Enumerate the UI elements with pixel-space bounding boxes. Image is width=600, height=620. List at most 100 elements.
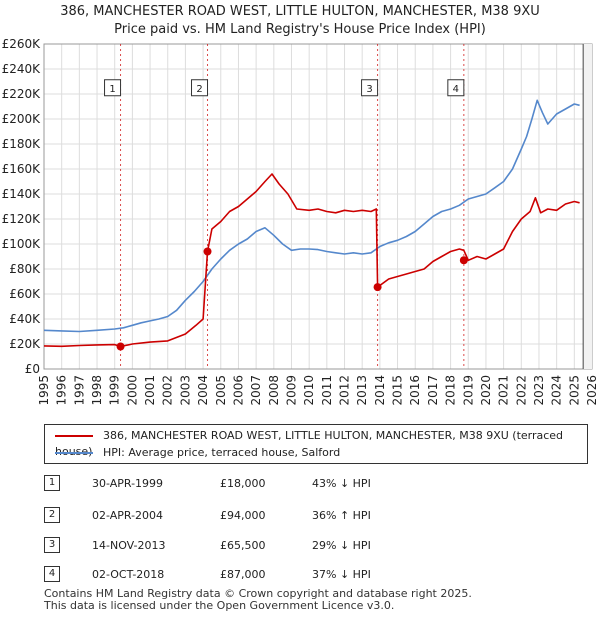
y-tick-label: £40K — [9, 312, 41, 326]
y-tick-label: £240K — [2, 62, 42, 76]
x-tick-label: 2000 — [125, 375, 139, 406]
footer-attribution: Contains HM Land Registry data © Crown c… — [44, 588, 472, 612]
transaction-row: 3 14-NOV-2013 £65,500 29% ↓ HPI — [44, 536, 588, 556]
legend-label-hpi: HPI: Average price, terraced house, Salf… — [103, 446, 341, 459]
transaction-date: 02-APR-2004 — [92, 509, 164, 522]
future-region — [583, 44, 592, 369]
legend-item-property: 386, MANCHESTER ROAD WEST, LITTLE HULTON… — [55, 428, 587, 458]
footer-copyright: Contains HM Land Registry data © Crown c… — [44, 587, 472, 600]
sale-marker-number: 2 — [196, 84, 202, 95]
transaction-price: £87,000 — [220, 568, 266, 581]
transaction-price: £94,000 — [220, 509, 266, 522]
y-axis-ticks: £0 £20K £40K £60K £80K £100K £120K £140K £160K £1… — [2, 37, 42, 376]
chart-legend: 386, MANCHESTER ROAD WEST, LITTLE HULTON… — [44, 424, 588, 464]
legend-item-hpi: HPI: Average price, terraced house, Salf… — [55, 445, 340, 461]
x-tick-label: 2009 — [284, 375, 298, 406]
sale-marker-box — [191, 79, 209, 97]
x-tick-label: 2021 — [497, 375, 511, 406]
legend-label-property: 386, MANCHESTER ROAD WEST, LITTLE HULTON… — [55, 429, 564, 458]
sale-marker-box — [361, 79, 379, 97]
footer-licence: This data is licensed under the Open Gov… — [44, 599, 395, 612]
transaction-number: 2 — [44, 507, 60, 523]
x-tick-label: 2014 — [373, 375, 387, 406]
x-tick-label: 1999 — [108, 375, 122, 406]
x-tick-label: 2012 — [338, 375, 352, 406]
transaction-number: 1 — [44, 475, 60, 491]
x-tick-label: 2022 — [514, 375, 528, 406]
sale-marker-number: 1 — [109, 84, 115, 95]
x-tick-label: 2008 — [267, 375, 281, 406]
plot-area — [44, 44, 592, 369]
transaction-hpi-change: 36% ↑ HPI — [312, 509, 371, 522]
sale-marker-number: 4 — [453, 84, 459, 95]
property-price-line — [43, 173, 580, 348]
x-axis-ticks: 1995 1996 1997 1998 1999 2000 2001 2002 2003 2004… — [37, 375, 599, 406]
transaction-row: 1 30-APR-1999 £18,000 43% ↓ HPI — [44, 474, 588, 494]
transaction-number: 4 — [44, 566, 60, 582]
y-tick-label: £100K — [2, 237, 42, 251]
x-tick-label: 2004 — [196, 375, 210, 406]
sale-marker-lines — [120, 44, 465, 369]
x-tick-label: 2007 — [249, 375, 263, 406]
x-tick-label: 2001 — [143, 375, 157, 406]
y-tick-label: £200K — [2, 112, 42, 126]
x-tick-label: 2010 — [302, 375, 316, 406]
x-tick-label: 2018 — [444, 375, 458, 406]
sale-marker-box — [447, 79, 465, 97]
transaction-price: £65,500 — [220, 539, 266, 552]
x-tick-label: 1995 — [37, 375, 51, 406]
transaction-row: 4 02-OCT-2018 £87,000 37% ↓ HPI — [44, 565, 588, 585]
x-tick-label: 2026 — [585, 375, 599, 406]
future-hatch — [582, 44, 592, 369]
y-tick-label: £0 — [25, 362, 40, 376]
y-tick-label: £220K — [2, 87, 42, 101]
x-tick-label: 2025 — [567, 375, 581, 406]
sale-point — [116, 342, 125, 351]
x-tick-label: 2006 — [231, 375, 245, 406]
y-tick-label: £20K — [9, 337, 41, 351]
transaction-price: £18,000 — [220, 477, 266, 490]
transaction-hpi-change: 37% ↓ HPI — [312, 568, 371, 581]
x-tick-label: 2015 — [391, 375, 405, 406]
y-tick-label: £80K — [9, 262, 41, 276]
y-tick-label: £180K — [2, 137, 42, 151]
x-tick-label: 2020 — [479, 375, 493, 406]
x-tick-label: 2017 — [426, 375, 440, 406]
chart-title-subtitle: Price paid vs. HM Land Registry's House … — [114, 22, 486, 37]
y-tick-label: £120K — [2, 212, 42, 226]
sale-marker-number: 3 — [366, 84, 372, 95]
y-tick-label: £260K — [2, 37, 42, 51]
sale-marker-box — [104, 79, 122, 97]
sale-marker-labels: 1 2 3 4 — [104, 79, 465, 97]
transaction-hpi-change: 43% ↓ HPI — [312, 477, 371, 490]
x-tick-label: 2023 — [532, 375, 546, 406]
sale-point — [373, 283, 382, 292]
grid-lines — [43, 43, 593, 370]
price-chart: 1 2 3 4 £0 £20K £40K £60K £80K £100K £120K £140K £1… — [2, 37, 599, 406]
transaction-hpi-change: 29% ↓ HPI — [312, 539, 371, 552]
x-tick-label: 2019 — [461, 375, 475, 406]
hpi-line — [43, 99, 580, 333]
x-tick-label: 2024 — [550, 375, 564, 406]
y-tick-label: £140K — [2, 187, 42, 201]
x-tick-label: 2005 — [214, 375, 228, 406]
y-tick-label: £60K — [9, 287, 41, 301]
x-tick-label: 2011 — [320, 375, 334, 406]
y-tick-label: £160K — [2, 162, 42, 176]
x-tick-label: 1996 — [55, 375, 69, 406]
sale-point — [459, 256, 468, 265]
sale-point — [203, 247, 212, 256]
x-tick-label: 2016 — [408, 375, 422, 406]
transaction-date: 14-NOV-2013 — [92, 539, 166, 552]
x-tick-label: 1997 — [72, 375, 86, 406]
x-tick-label: 1998 — [90, 375, 104, 406]
x-tick-label: 2002 — [161, 375, 175, 406]
chart-title-address: 386, MANCHESTER ROAD WEST, LITTLE HULTON… — [60, 4, 540, 19]
sale-points — [116, 247, 468, 351]
x-tick-label: 2013 — [355, 375, 369, 406]
transaction-date: 30-APR-1999 — [92, 477, 164, 490]
legend-swatch-hpi — [55, 452, 93, 454]
transaction-number: 3 — [44, 537, 60, 553]
transaction-row: 2 02-APR-2004 £94,000 36% ↑ HPI — [44, 506, 588, 526]
transaction-date: 02-OCT-2018 — [92, 568, 165, 581]
